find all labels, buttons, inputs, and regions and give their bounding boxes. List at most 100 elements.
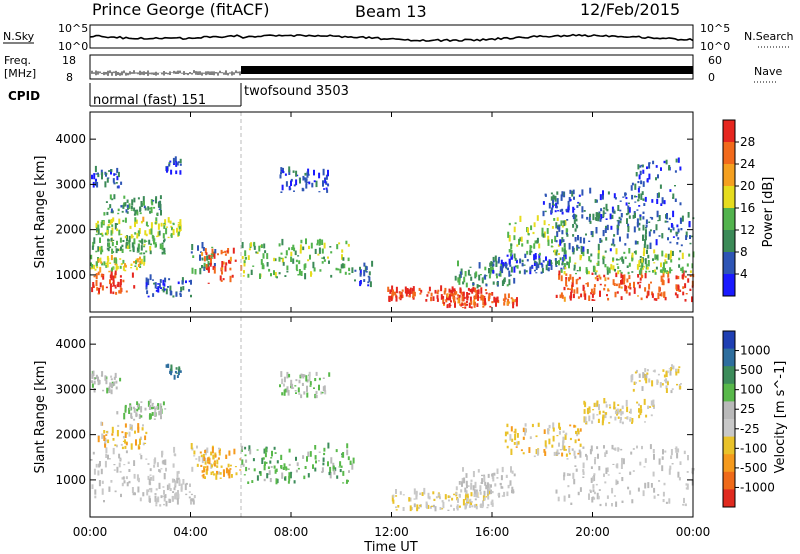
range-cell (156, 235, 159, 238)
range-cell (653, 369, 656, 373)
range-cell (638, 227, 641, 231)
range-cell (150, 228, 153, 235)
range-cell (220, 465, 223, 468)
range-cell (656, 193, 659, 199)
range-cell (473, 493, 476, 497)
range-cell (466, 304, 468, 306)
range-cell (289, 187, 292, 190)
range-cell (492, 260, 495, 263)
range-cell (226, 250, 229, 253)
range-cell (455, 486, 458, 491)
range-cell (147, 278, 150, 286)
range-cell (447, 509, 450, 511)
range-cell (500, 485, 503, 489)
range-cell (157, 201, 160, 208)
range-cell (656, 379, 659, 385)
range-cell (624, 417, 627, 419)
range-cell (639, 277, 642, 281)
range-cell (614, 410, 617, 415)
range-cell (256, 475, 259, 481)
range-cell (336, 475, 339, 479)
range-cell (515, 300, 518, 307)
colorbar-tick-label: 1000 (740, 344, 771, 358)
range-cell (511, 438, 514, 442)
range-cell (557, 496, 560, 502)
range-cell (167, 217, 170, 223)
range-cell (330, 457, 333, 464)
range-cell (571, 277, 574, 283)
range-cell (162, 486, 165, 488)
range-cell (174, 370, 177, 374)
range-cell (442, 299, 445, 304)
range-cell (315, 180, 318, 188)
range-cell (592, 484, 595, 489)
range-cell (620, 296, 623, 300)
range-cell (446, 293, 449, 298)
range-cell (160, 287, 162, 289)
range-cell (487, 488, 489, 495)
range-cell (392, 494, 395, 498)
range-cell (213, 266, 216, 268)
range-cell (298, 260, 301, 265)
range-cell (671, 388, 674, 390)
range-cell (285, 181, 288, 187)
range-cell (540, 262, 543, 266)
range-cell (639, 405, 642, 409)
range-cell (114, 223, 117, 230)
range-cell (453, 508, 455, 511)
range-cell (684, 299, 687, 302)
range-cell (315, 390, 318, 395)
range-cell (660, 167, 662, 171)
range-cell (460, 489, 463, 493)
range-cell (354, 269, 357, 272)
range-cell (110, 269, 113, 276)
range-cell (677, 237, 680, 240)
range-cell (399, 291, 402, 296)
range-cell (555, 265, 558, 267)
range-cell (190, 498, 193, 502)
colorbar-swatch (723, 252, 735, 275)
range-cell (255, 251, 258, 254)
range-cell (680, 244, 683, 247)
range-cell (606, 495, 609, 499)
range-cell (687, 212, 690, 218)
range-cell (308, 375, 311, 382)
range-cell (563, 474, 565, 481)
range-cell (567, 206, 570, 213)
range-cell (555, 202, 558, 209)
nave-right-bottom: 0 (708, 71, 715, 84)
range-cell (110, 169, 112, 175)
range-cell (274, 452, 277, 454)
range-cell (477, 289, 480, 292)
range-cell (668, 217, 671, 220)
range-cell (105, 447, 108, 454)
range-cell (390, 295, 393, 300)
range-cell (462, 467, 464, 472)
range-cell (94, 268, 97, 271)
range-cell (646, 369, 649, 372)
range-cell (177, 369, 180, 376)
range-cell (565, 453, 568, 457)
range-cell (147, 489, 150, 493)
range-cell (395, 506, 397, 509)
range-cell (122, 265, 125, 271)
range-cell (179, 163, 182, 166)
range-cell (516, 433, 519, 438)
range-cell (179, 293, 182, 297)
range-cell (322, 168, 325, 176)
range-cell (172, 295, 175, 298)
range-cell (623, 279, 626, 285)
range-cell (510, 250, 513, 254)
range-cell (664, 296, 667, 301)
range-cell (111, 198, 114, 201)
range-cell (668, 368, 671, 370)
range-cell (200, 251, 202, 253)
range-cell (650, 483, 653, 488)
range-cell (436, 298, 439, 302)
range-cell (648, 173, 651, 180)
range-cell (282, 167, 284, 174)
range-cell (534, 269, 536, 272)
range-cell (105, 431, 108, 433)
range-cell (126, 204, 129, 208)
range-cell (110, 238, 113, 242)
